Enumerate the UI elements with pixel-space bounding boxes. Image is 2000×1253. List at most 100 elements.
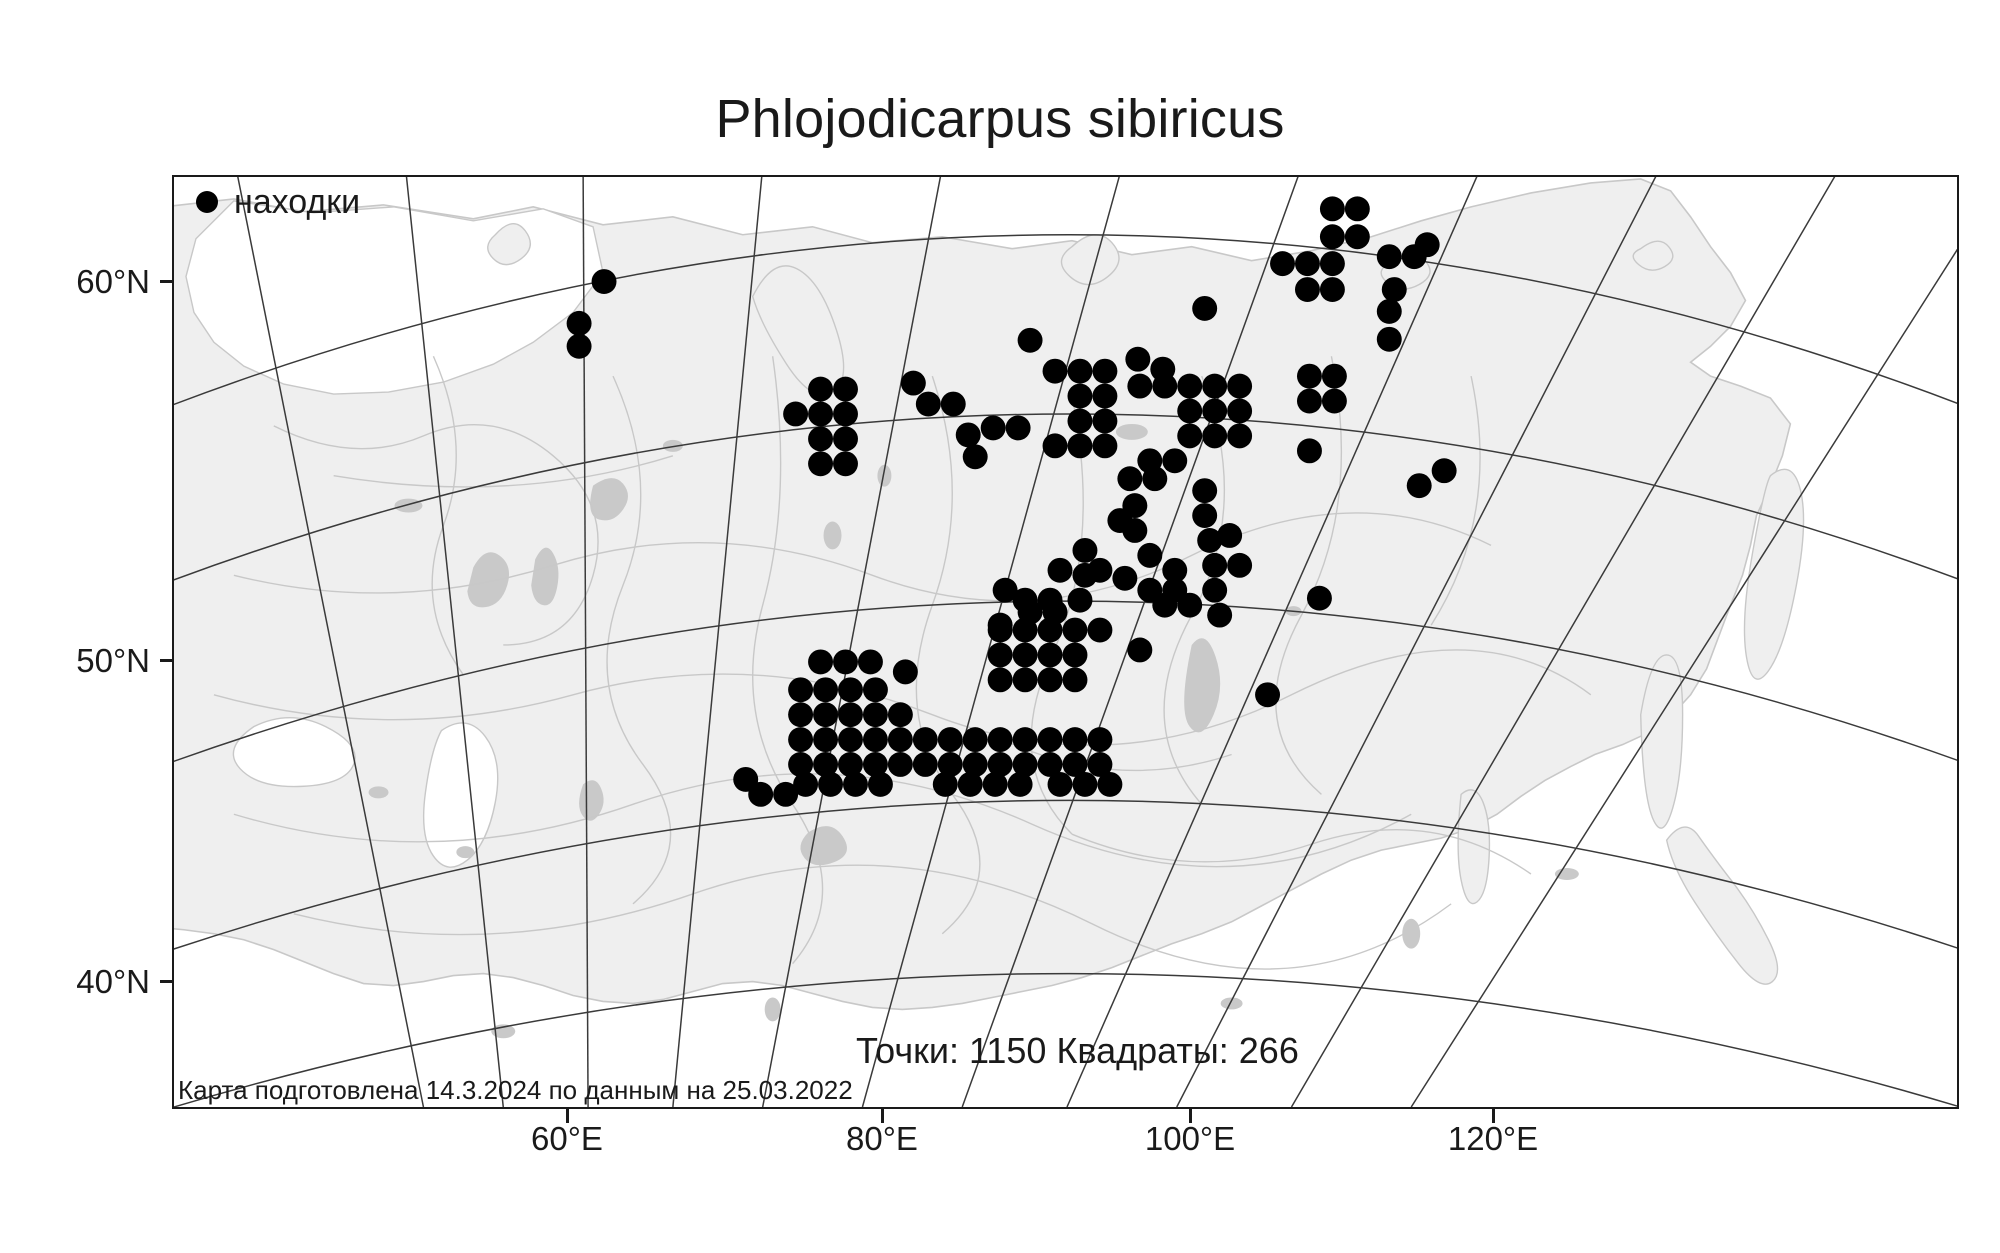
occurrence-dot — [1012, 617, 1038, 643]
map-plot-area[interactable]: находки — [172, 175, 1959, 1109]
xtick-label-80E: 80°E — [846, 1120, 918, 1157]
occurrence-dot — [1067, 358, 1093, 384]
occurrence-dot — [1152, 373, 1178, 399]
occurrence-dot — [783, 401, 809, 427]
occurrence-dot — [1376, 326, 1402, 352]
occurrence-dot — [962, 727, 988, 753]
occurrence-dot — [1202, 423, 1228, 449]
occurrence-dot — [1227, 552, 1253, 578]
occurrence-dot — [1227, 398, 1253, 424]
occurrence-dot — [808, 376, 834, 402]
occurrence-dot — [1037, 727, 1063, 753]
water-aral-sea — [579, 780, 604, 821]
occurrence-dot — [833, 426, 858, 452]
occurrence-dot — [1112, 565, 1138, 591]
occurrence-dot — [980, 415, 1006, 441]
occurrence-dot — [987, 612, 1013, 638]
occurrence-dot — [1012, 727, 1038, 753]
island-wrangel — [1632, 240, 1674, 271]
occurrence-dot — [808, 451, 834, 477]
occurrence-dot — [987, 752, 1013, 777]
occurrence-dot — [591, 269, 617, 294]
page-title: Phlojodicarpus sibiricus — [715, 89, 1285, 149]
occurrence-dot — [833, 451, 858, 477]
water-white-sea — [590, 478, 628, 521]
occurrence-dot — [1072, 537, 1098, 563]
water-lake-onega — [531, 547, 559, 606]
occurrence-dot — [1092, 408, 1118, 434]
occurrence-dots-layer[interactable] — [174, 177, 1957, 1107]
xtick-mark-120E — [1492, 1109, 1495, 1123]
occurrence-dot — [1062, 667, 1088, 693]
occurrence-dot — [788, 677, 814, 703]
occurrence-dot — [1067, 408, 1093, 434]
occurrence-dot — [912, 752, 938, 777]
occurrence-dot — [1192, 478, 1218, 504]
occurrence-dot — [838, 727, 863, 753]
water-lake-baikal — [1184, 638, 1221, 733]
occurrence-dot — [566, 310, 592, 336]
occurrence-dot — [1202, 373, 1228, 399]
occurrence-dot — [1067, 433, 1093, 459]
occurrence-dot — [1067, 383, 1093, 409]
occurrence-dot — [862, 752, 888, 777]
occurrence-dot — [1162, 448, 1188, 474]
occurrence-dot — [808, 649, 834, 675]
occurrence-dot — [1005, 415, 1031, 441]
occurrence-dot — [1202, 398, 1228, 424]
occurrence-dot — [1142, 466, 1168, 492]
occurrence-dot — [1017, 327, 1043, 353]
occurrence-dot — [1125, 346, 1151, 372]
occurrence-dot — [1042, 433, 1068, 459]
occurrence-dot — [1376, 298, 1402, 324]
occurrence-dot — [1012, 587, 1038, 613]
prepared-annotation: Карта подготовлена 14.3.2024 по данным н… — [178, 1075, 853, 1105]
occurrence-dot — [1087, 557, 1113, 583]
occurrence-dot — [862, 727, 888, 753]
island-novaya-zemlya — [751, 265, 845, 396]
occurrence-dot — [1406, 473, 1432, 499]
occurrence-dot — [1087, 617, 1113, 643]
occurrence-dot — [788, 752, 814, 777]
landmass-eurasia — [174, 178, 1792, 1011]
occurrence-dot — [887, 752, 913, 777]
occurrence-dot — [955, 422, 981, 448]
occurrence-dot — [987, 727, 1013, 753]
counts-annotation: Точки: 1150 Квадраты: 266 — [856, 1030, 1299, 1071]
occurrence-dot — [1012, 642, 1038, 668]
occurrence-dot — [1117, 466, 1143, 492]
occurrence-dot — [1270, 251, 1295, 277]
occurrence-dot — [957, 771, 983, 797]
occurrence-dot — [833, 649, 858, 675]
occurrence-dot — [1062, 727, 1088, 753]
occurrence-dot — [940, 391, 966, 417]
water-black-sea — [232, 717, 356, 788]
occurrence-dot — [1296, 363, 1322, 389]
occurrence-dot — [1152, 592, 1178, 618]
xtick-mark-60E — [566, 1109, 569, 1123]
occurrence-dot — [1217, 523, 1243, 548]
occurrence-dot — [1137, 542, 1163, 568]
occurrence-dot — [1227, 423, 1253, 449]
occurrence-dot — [1227, 373, 1253, 399]
occurrence-dot — [900, 370, 926, 396]
occurrence-dot — [1306, 585, 1332, 611]
occurrence-dot — [887, 727, 913, 753]
filled-circle-icon — [196, 191, 218, 213]
occurrence-dot — [987, 642, 1013, 668]
occurrence-dot — [1087, 727, 1113, 753]
occurrence-dot — [1062, 642, 1088, 668]
occurrence-dot — [892, 659, 918, 685]
occurrence-dot — [1344, 196, 1370, 222]
occurrence-dot — [937, 727, 963, 753]
occurrence-dot — [1319, 251, 1345, 277]
occurrence-dot — [1092, 383, 1118, 409]
occurrence-dot — [1072, 771, 1098, 797]
occurrence-dot — [1062, 752, 1088, 777]
occurrence-dot — [793, 771, 819, 797]
occurrence-dot — [962, 444, 988, 470]
occurrence-dot — [1192, 295, 1218, 321]
occurrence-dot — [838, 752, 863, 777]
occurrence-dot — [1097, 771, 1123, 797]
xtick-mark-80E — [881, 1109, 884, 1123]
